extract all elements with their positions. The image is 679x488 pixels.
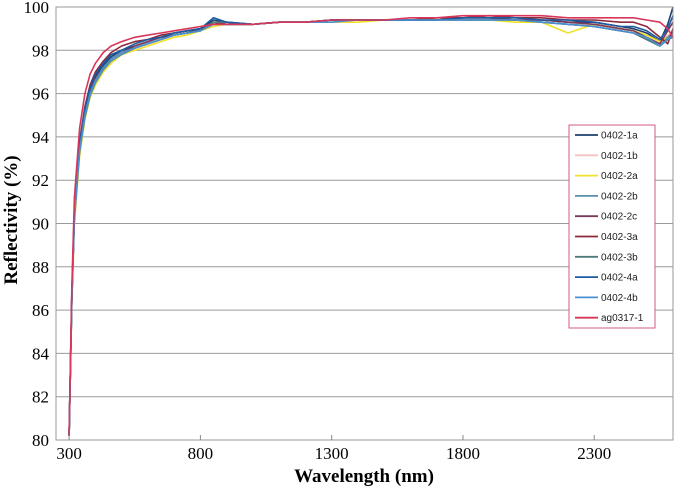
legend-label: 0402-2a	[601, 171, 638, 182]
y-tick-label: 84	[32, 344, 50, 363]
y-tick-label: 86	[32, 301, 49, 320]
x-tick-label: 300	[56, 444, 82, 463]
y-tick-label: 88	[32, 258, 49, 277]
legend-label: 0402-3b	[601, 252, 638, 263]
x-tick-label: 1800	[446, 444, 480, 463]
legend-label: 0402-1b	[601, 151, 638, 162]
legend-label: 0402-2b	[601, 191, 638, 202]
x-tick-label: 800	[188, 444, 214, 463]
y-axis-title: Reflectivity (%)	[1, 155, 22, 284]
plot-area	[68, 6, 674, 436]
x-axis-title: Wavelength (nm)	[294, 466, 434, 487]
y-tick-label: 100	[24, 0, 50, 17]
y-tick-label: 92	[32, 171, 49, 190]
y-axis-ticks: 80 82 84 86 88 90 92 94 96 98 100	[24, 0, 50, 450]
legend-label: 0402-3a	[601, 232, 638, 243]
legend-label: 0402-2c	[601, 212, 637, 223]
x-axis-ticks: 300 800 1300 1800 2300	[56, 435, 611, 463]
y-tick-label: 94	[32, 128, 50, 147]
legend: 0402-1a 0402-1b 0402-2a 0402-2b 0402-2c 0402-…	[568, 124, 656, 329]
y-tick-label: 80	[32, 431, 49, 450]
y-tick-label: 82	[32, 388, 49, 407]
x-tick-label: 1300	[315, 444, 349, 463]
x-tick-label: 2300	[577, 444, 611, 463]
plot-frame	[55, 6, 674, 441]
y-tick-label: 98	[32, 41, 49, 60]
y-tick-label: 90	[32, 215, 49, 234]
legend-label: ag0317-1	[601, 313, 644, 324]
legend-label: 0402-1a	[601, 131, 638, 142]
legend-label: 0402-4a	[601, 273, 638, 284]
y-tick-label: 96	[32, 85, 49, 104]
series-line-ag0317-1	[68, 14, 674, 436]
legend-box	[568, 124, 656, 329]
legend-label: 0402-4b	[601, 293, 638, 304]
